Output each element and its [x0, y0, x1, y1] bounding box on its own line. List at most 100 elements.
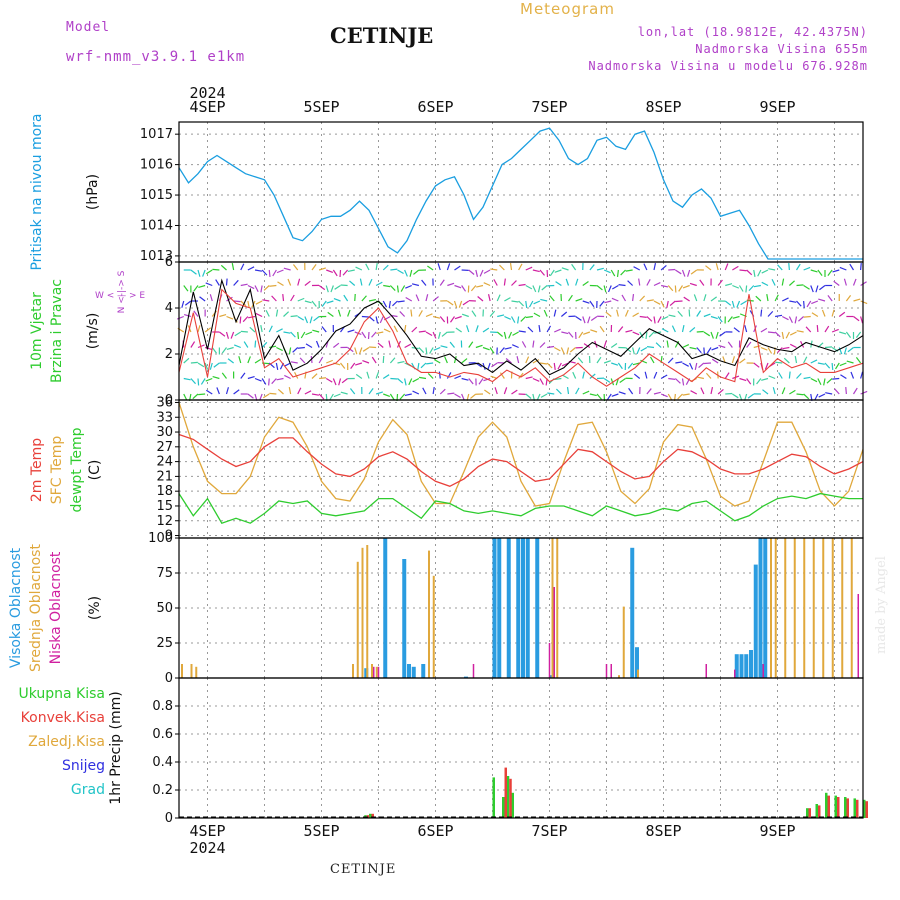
- wind-arrow-11-4: [260, 325, 263, 333]
- wind-arrow-61-2: [611, 297, 619, 302]
- wind-arrow-19-5: [315, 340, 320, 348]
- precip-legend-3: Snijeg: [62, 758, 105, 774]
- wind-arrow-2-4: [197, 325, 201, 333]
- wind-arrow-83-1: [771, 278, 776, 286]
- wind-arrow-60-2: [604, 300, 612, 304]
- wind-arrow-59-6: [603, 360, 611, 364]
- wind-arrow-50-5: [539, 342, 546, 348]
- wind-arrow-87-8: [803, 393, 810, 400]
- cloud-bar-1-3: [352, 664, 354, 678]
- wind-arrow-8-0: [240, 263, 245, 271]
- wind-arrow-89-6: [817, 362, 825, 365]
- wind-arrow-33-8: [412, 390, 420, 395]
- wind-arrow-67-5: [655, 342, 662, 348]
- wind-arrow-43-6: [487, 362, 491, 370]
- wind-arrow-74-7: [705, 372, 712, 379]
- ytick-label-2-5: 24: [156, 455, 173, 470]
- wind-arrow-15-2: [290, 294, 295, 302]
- wind-arrow-74-2: [710, 296, 718, 302]
- wind-arrow-42-5: [482, 346, 490, 351]
- wind-arrow-74-3: [710, 315, 718, 320]
- cloud-bar-0-22: [758, 538, 763, 678]
- wind-arrow-34-7: [418, 376, 427, 380]
- wind-arrow-80-8: [747, 393, 755, 399]
- wind-arrow-67-0: [660, 264, 667, 271]
- cloud-bar-0-21: [753, 564, 758, 678]
- wind-arrow-31-1: [400, 285, 406, 292]
- precip-bar-1-3: [509, 778, 512, 818]
- wind-arrow-84-8: [781, 387, 786, 395]
- wind-arrow-56-1: [582, 280, 589, 286]
- day-label-bottom-2: 6SEP: [417, 822, 453, 840]
- cloud-bar-2-2: [472, 664, 475, 678]
- wind-arrow-80-6: [753, 362, 760, 368]
- wind-arrow-95-3: [860, 316, 864, 324]
- wind-arrow-47-2: [518, 300, 524, 307]
- wind-arrow-1-0: [190, 269, 197, 275]
- ytick-label-4-0: 0: [165, 811, 173, 826]
- wind-arrow-76-2: [724, 300, 732, 306]
- wind-arrow-33-0: [413, 269, 420, 275]
- wind-arrow-89-1: [815, 285, 819, 293]
- wind-arrow-58-4: [590, 329, 598, 333]
- wind-arrow-54-7: [562, 374, 569, 380]
- wind-axis-title-1: 10m Vjetar: [29, 292, 45, 370]
- wind-arrow-3-8: [198, 393, 206, 396]
- wind-arrow-29-2: [388, 300, 391, 309]
- wind-arrow-7-0: [231, 263, 235, 271]
- wind-arrow-79-0: [746, 269, 753, 276]
- wind-arrow-80-0: [753, 269, 756, 277]
- wind-arrow-82-6: [764, 362, 769, 370]
- wind-arrow-14-1: [277, 281, 284, 287]
- wind-arrow-41-8: [470, 393, 477, 399]
- wind-arrow-3-1: [198, 284, 206, 289]
- wind-arrow-47-0: [518, 263, 523, 271]
- wind-arrow-20-2: [321, 300, 327, 308]
- day-label-bottom-1: 5SEP: [303, 822, 339, 840]
- cloud-bar-2-1: [377, 666, 380, 678]
- wind-arrow-31-4: [404, 324, 407, 333]
- wind-arrow-25-6: [355, 362, 363, 366]
- wind-arrow-56-6: [577, 357, 584, 364]
- wind-arrow-46-3: [510, 316, 516, 323]
- wind-arrow-53-1: [555, 281, 562, 286]
- ytick-label-0-0: 1013: [140, 249, 173, 264]
- wind-arrow-58-8: [596, 393, 602, 400]
- temp-unit: (C): [87, 460, 103, 481]
- wind-arrow-69-4: [671, 325, 676, 333]
- wind-arrow-24-6: [350, 362, 356, 370]
- wind-arrow-73-1: [699, 279, 705, 286]
- wind-arrow-24-1: [349, 280, 356, 286]
- wind-arrow-60-8: [606, 393, 612, 401]
- wind-arrow-47-3: [517, 316, 520, 324]
- wind-arrow-58-6: [596, 356, 602, 364]
- wind-arrow-79-5: [746, 341, 752, 348]
- cloud-bar-2-10: [857, 594, 859, 678]
- wind-arrow-83-7: [768, 375, 776, 380]
- wind-arrow-51-6: [546, 362, 553, 369]
- cloud-bar-1-5: [361, 547, 364, 678]
- precip-bar-1-4: [808, 808, 811, 818]
- precip-bar-0-5: [502, 797, 505, 818]
- wind-arrow-10-7: [254, 377, 262, 382]
- wind-arrow-66-3: [653, 316, 656, 324]
- wind-arrow-50-0: [539, 269, 545, 276]
- temp-axis-title-2: SFC Temp: [49, 436, 65, 505]
- wind-arrow-39-2: [458, 300, 463, 308]
- wind-arrow-36-3: [439, 316, 446, 323]
- wind-arrow-48-6: [525, 356, 530, 364]
- wind-arrow-92-8: [834, 388, 840, 395]
- wind-arrow-19-1: [318, 285, 326, 291]
- wind-arrow-14-8: [277, 388, 284, 395]
- wind-arrow-92-1: [833, 280, 840, 286]
- wind-arrow-68-2: [666, 300, 669, 308]
- wind-arrow-33-4: [418, 330, 426, 333]
- wind-arrow-16-2: [297, 297, 305, 302]
- wind-arrow-81-3: [760, 309, 763, 317]
- wind-arrow-9-7: [247, 375, 255, 380]
- ytick-label-0-2: 1015: [140, 188, 173, 203]
- wind-arrow-66-8: [653, 391, 661, 395]
- wind-arrow-8-4: [234, 331, 242, 337]
- wind-arrow-94-7: [850, 371, 855, 379]
- wind-arrow-87-2: [803, 300, 805, 309]
